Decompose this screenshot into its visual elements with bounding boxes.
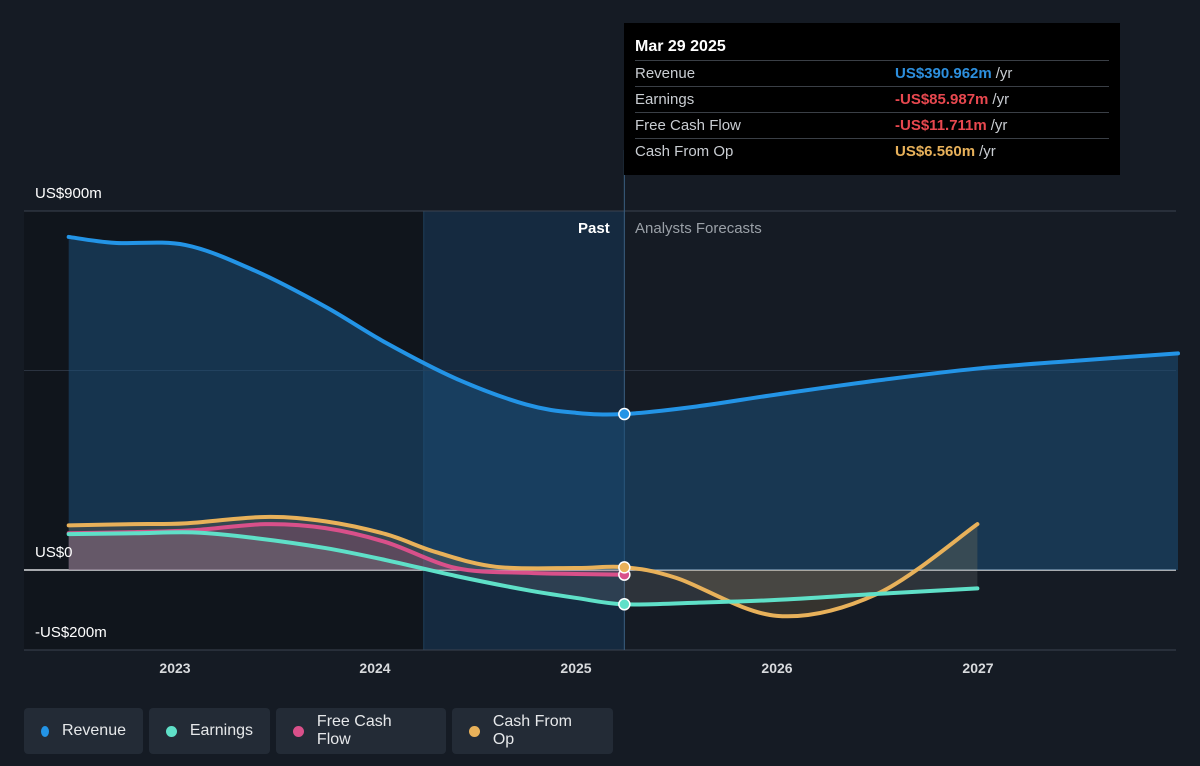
x-tick-label: 2023 bbox=[159, 660, 191, 676]
tooltip-unit: /yr bbox=[992, 91, 1010, 108]
tooltip-row-free-cash-flow: Free Cash Flow -US$11.711m /yr bbox=[635, 112, 1109, 138]
tooltip-value: -US$85.987m bbox=[895, 91, 989, 108]
past-label: Past bbox=[578, 220, 610, 237]
tooltip-unit: /yr bbox=[979, 143, 996, 160]
tooltip-value: US$390.962m bbox=[895, 65, 992, 82]
y-tick-label: US$0 bbox=[35, 544, 73, 561]
x-tick-label: 2026 bbox=[761, 660, 793, 676]
tooltip-label: Earnings bbox=[635, 91, 695, 108]
tooltip: Mar 29 2025 Revenue US$390.962m /yr Earn… bbox=[624, 23, 1120, 175]
legend-item-cash-from-op[interactable]: Cash From Op bbox=[452, 708, 613, 754]
free-cash-flow-area bbox=[68, 524, 625, 575]
tooltip-row-earnings: Earnings -US$85.987m /yr bbox=[635, 86, 1109, 112]
cash-from-op-line bbox=[66, 514, 980, 619]
legend-item-revenue[interactable]: Revenue bbox=[24, 708, 143, 754]
y-tick-label: US$900m bbox=[35, 185, 102, 202]
tooltip-row-cash-from-op: Cash From Op US$6.560m /yr bbox=[635, 138, 1109, 164]
x-tick-label: 2027 bbox=[962, 660, 994, 676]
legend-dot-icon bbox=[469, 725, 480, 737]
tooltip-unit: /yr bbox=[995, 65, 1013, 82]
tooltip-value: -US$11.711m bbox=[895, 117, 987, 134]
earnings-line bbox=[66, 530, 980, 607]
tooltip-label: Free Cash Flow bbox=[635, 117, 741, 134]
tooltip-value: US$6.560m bbox=[895, 143, 976, 160]
legend-label: Cash From Op bbox=[492, 713, 572, 748]
legend-dot-icon bbox=[293, 725, 304, 737]
legend: Revenue Earnings Free Cash Flow Cash Fro… bbox=[24, 708, 613, 754]
y-tick-label: -US$200m bbox=[35, 624, 107, 641]
cash-from-op-marker bbox=[618, 561, 631, 574]
tooltip-row-revenue: Revenue US$390.962m /yr bbox=[635, 60, 1109, 86]
legend-item-earnings[interactable]: Earnings bbox=[149, 708, 270, 754]
legend-label: Revenue bbox=[61, 722, 126, 739]
revenue-marker bbox=[618, 407, 631, 421]
legend-dot-icon bbox=[166, 725, 177, 737]
tooltip-date: Mar 29 2025 bbox=[635, 38, 726, 55]
legend-label: Free Cash Flow bbox=[316, 713, 392, 748]
legend-label: Earnings bbox=[189, 722, 253, 739]
x-tick-label: 2025 bbox=[560, 660, 592, 676]
revenue-line bbox=[66, 234, 1180, 417]
earnings-marker bbox=[618, 598, 631, 611]
earnings-area bbox=[68, 532, 978, 605]
tooltip-label: Cash From Op bbox=[635, 143, 734, 160]
legend-item-free-cash-flow[interactable]: Free Cash Flow bbox=[276, 708, 446, 754]
x-tick-label: 2024 bbox=[359, 660, 391, 676]
tooltip-label: Revenue bbox=[635, 65, 696, 82]
forecast-label: Analysts Forecasts bbox=[635, 220, 762, 237]
tooltip-unit: /yr bbox=[990, 117, 1008, 134]
legend-dot-icon bbox=[41, 725, 49, 737]
